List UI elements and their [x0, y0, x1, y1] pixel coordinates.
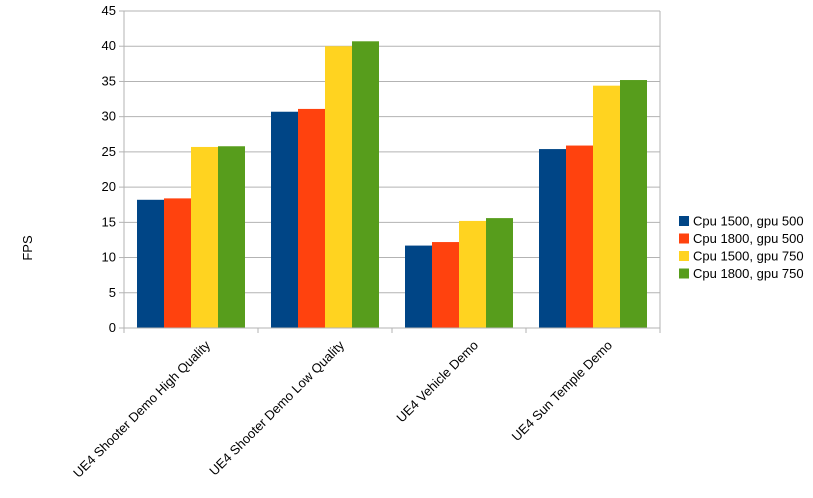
legend-swatch — [679, 216, 689, 226]
bar — [325, 46, 352, 328]
bar — [137, 199, 164, 328]
x-tick-label: UE4 Vehicle Demo — [393, 338, 481, 426]
y-tick-label: 15 — [102, 214, 116, 229]
bar — [486, 218, 513, 328]
legend-swatch — [679, 233, 689, 244]
bar — [459, 220, 486, 328]
y-tick-labels: 0 5 10 15 20 25 30 35 40 45 — [102, 3, 116, 335]
bar — [298, 108, 325, 328]
x-tick-label: UE4 Shooter Demo Low Quality — [206, 337, 347, 478]
bar — [432, 242, 459, 328]
bar — [405, 245, 432, 328]
legend-item: Cpu 1800, gpu 500 — [679, 231, 804, 246]
bar — [620, 80, 647, 328]
y-tick-label: 25 — [102, 144, 116, 159]
legend-label: Cpu 1800, gpu 500 — [693, 231, 804, 246]
bars — [137, 41, 647, 329]
x-tick-label: UE4 Sun Temple Demo — [509, 338, 615, 444]
y-tick-label: 20 — [102, 179, 116, 194]
y-tick-label: 35 — [102, 73, 116, 88]
bar — [191, 146, 218, 328]
legend: Cpu 1500, gpu 500 Cpu 1800, gpu 500 Cpu 15… — [679, 214, 804, 281]
legend-label: Cpu 1500, gpu 500 — [693, 214, 804, 229]
legend-swatch — [679, 251, 689, 261]
x-tick-label: UE4 Shooter Demo High Quality — [70, 337, 213, 480]
legend-swatch — [679, 268, 689, 279]
bar — [218, 146, 245, 328]
legend-item: Cpu 1500, gpu 500 — [679, 214, 804, 229]
bar — [271, 111, 298, 328]
legend-label: Cpu 1500, gpu 750 — [693, 249, 804, 264]
legend-item: Cpu 1500, gpu 750 — [679, 249, 804, 264]
y-tick-label: 5 — [109, 285, 116, 300]
y-tick-label: 30 — [102, 109, 116, 124]
bar — [593, 85, 620, 328]
y-tick-label: 0 — [109, 320, 116, 335]
bar — [352, 41, 379, 329]
bar — [539, 149, 566, 328]
legend-label: Cpu 1800, gpu 750 — [693, 266, 804, 281]
y-tick-label: 40 — [102, 38, 116, 53]
legend-item: Cpu 1800, gpu 750 — [679, 266, 804, 281]
y-tick-label: 10 — [102, 250, 116, 265]
bar — [164, 198, 191, 328]
bar — [566, 145, 593, 328]
y-axis-label: FPS — [20, 235, 35, 261]
axes — [123, 11, 661, 333]
y-tick-label: 45 — [102, 3, 116, 18]
